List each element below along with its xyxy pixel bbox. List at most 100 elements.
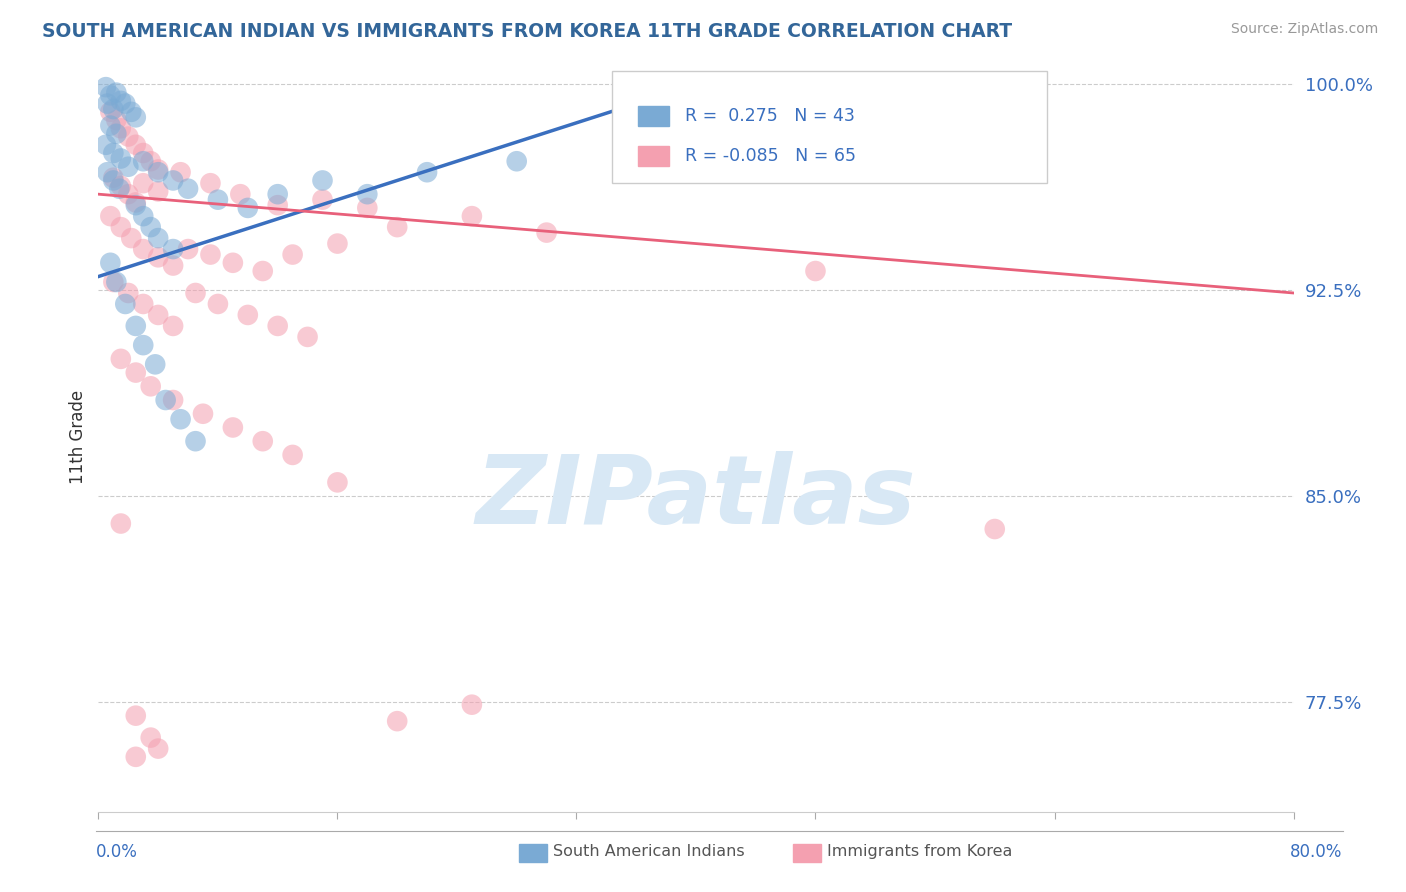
Point	[148, 741, 170, 756]
Point	[207, 297, 229, 311]
Point	[169, 165, 191, 179]
Point	[356, 187, 378, 202]
Point	[177, 182, 200, 196]
Point	[184, 434, 207, 449]
Point	[162, 242, 184, 256]
Point	[132, 338, 155, 352]
Point	[804, 264, 827, 278]
Point	[281, 247, 304, 261]
Point	[984, 522, 1007, 536]
Text: ZIPatlas: ZIPatlas	[475, 450, 917, 543]
Point	[94, 137, 117, 152]
Point	[110, 516, 132, 531]
Point	[162, 173, 184, 187]
Point	[229, 187, 252, 202]
Point	[252, 264, 274, 278]
Point	[125, 137, 148, 152]
Point	[148, 162, 170, 177]
Point	[103, 170, 125, 185]
Point	[110, 178, 132, 193]
Point	[177, 242, 200, 256]
Point	[191, 407, 214, 421]
Point	[132, 209, 155, 223]
Point	[148, 185, 170, 199]
Point	[103, 173, 125, 187]
Point	[385, 220, 409, 235]
Text: Source: ZipAtlas.com: Source: ZipAtlas.com	[1230, 22, 1378, 37]
Point	[385, 714, 409, 728]
Point	[117, 187, 139, 202]
Point	[506, 154, 529, 169]
Point	[105, 275, 128, 289]
Point	[94, 80, 117, 95]
Point	[110, 152, 132, 166]
Point	[200, 247, 222, 261]
Point	[110, 94, 132, 108]
Text: 80.0%: 80.0%	[1291, 843, 1343, 861]
Text: 0.0%: 0.0%	[96, 843, 138, 861]
Point	[96, 165, 118, 179]
Point	[356, 201, 378, 215]
Point	[117, 160, 139, 174]
Point	[162, 259, 184, 273]
Text: SOUTH AMERICAN INDIAN VS IMMIGRANTS FROM KOREA 11TH GRADE CORRELATION CHART: SOUTH AMERICAN INDIAN VS IMMIGRANTS FROM…	[42, 22, 1012, 41]
Point	[326, 236, 349, 251]
Point	[207, 193, 229, 207]
Point	[200, 176, 222, 190]
Point	[125, 195, 148, 210]
Point	[311, 193, 333, 207]
Point	[267, 318, 290, 333]
Point	[125, 198, 148, 212]
Point	[281, 448, 304, 462]
Point	[98, 104, 122, 119]
Point	[125, 111, 148, 125]
Point	[114, 297, 136, 311]
Point	[132, 176, 155, 190]
Point	[108, 182, 131, 196]
Point	[236, 201, 259, 215]
Point	[132, 154, 155, 169]
Point	[120, 231, 142, 245]
Point	[125, 708, 148, 723]
Text: South American Indians: South American Indians	[553, 845, 744, 859]
Text: R =  0.275   N = 43: R = 0.275 N = 43	[685, 107, 855, 125]
Point	[236, 308, 259, 322]
Point	[105, 113, 128, 128]
Point	[311, 173, 333, 187]
Point	[148, 231, 170, 245]
Point	[139, 379, 162, 393]
Point	[125, 366, 148, 380]
Point	[461, 698, 484, 712]
Point	[114, 96, 136, 111]
Point	[139, 220, 162, 235]
Y-axis label: 11th Grade: 11th Grade	[69, 390, 87, 484]
Point	[132, 297, 155, 311]
Point	[98, 119, 122, 133]
Point	[105, 86, 128, 100]
Point	[103, 102, 125, 116]
Point	[297, 330, 319, 344]
Point	[125, 749, 148, 764]
Point	[103, 275, 125, 289]
Point	[252, 434, 274, 449]
Point	[139, 154, 162, 169]
Point	[162, 392, 184, 407]
Point	[105, 127, 128, 141]
Point	[132, 146, 155, 161]
Point	[536, 226, 558, 240]
Point	[139, 731, 162, 745]
Point	[125, 318, 148, 333]
Point	[148, 308, 170, 322]
Point	[110, 121, 132, 136]
Point	[184, 285, 207, 300]
Point	[148, 165, 170, 179]
Point	[267, 187, 290, 202]
Point	[110, 351, 132, 366]
Point	[98, 256, 122, 270]
Point	[132, 242, 155, 256]
Point	[155, 392, 177, 407]
Point	[103, 146, 125, 161]
Point	[326, 475, 349, 490]
Point	[267, 198, 290, 212]
Point	[461, 209, 484, 223]
